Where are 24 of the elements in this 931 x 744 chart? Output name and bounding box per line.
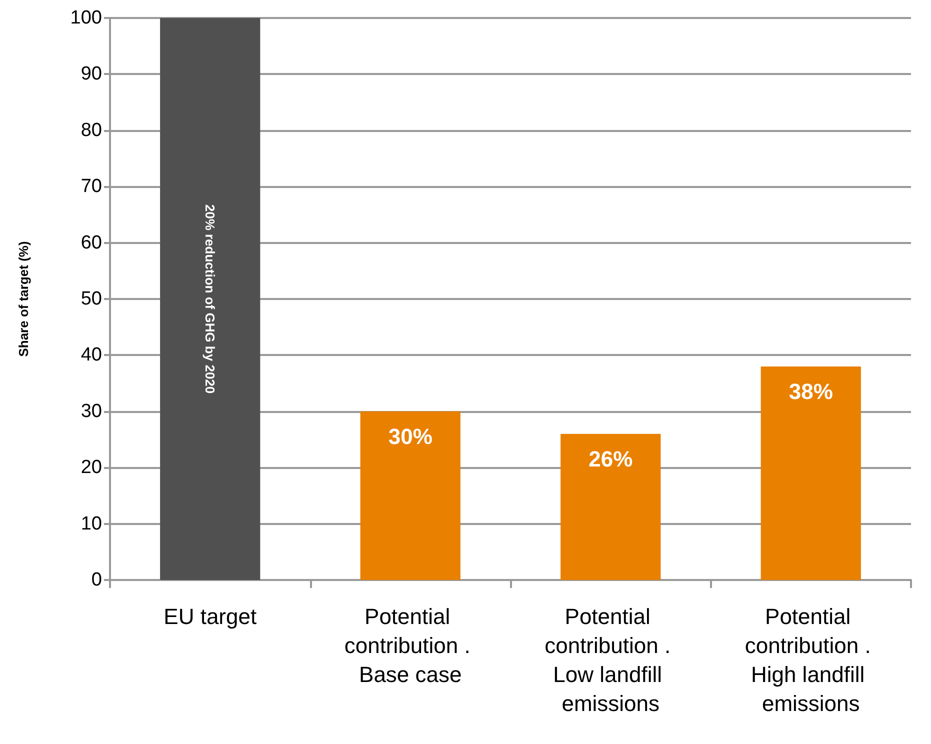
y-tick-label: 100 xyxy=(70,8,102,28)
y-tick-label: 30 xyxy=(80,400,102,422)
y-tick-label: 40 xyxy=(80,344,102,366)
y-axis-title: Share of target (%) xyxy=(16,241,31,357)
y-tick-label: 10 xyxy=(80,513,102,534)
data-label: 26% xyxy=(588,446,633,472)
bar xyxy=(160,18,260,580)
annotation: 20% reduction of GHG by 2020 xyxy=(202,204,218,394)
data-label: 30% xyxy=(388,424,432,449)
bar xyxy=(560,434,661,580)
y-tick-label: 0 xyxy=(91,570,102,590)
y-tick-label: 70 xyxy=(80,176,102,198)
y-tick-label: 20 xyxy=(80,457,102,478)
x-tick-label: Potential contribution . Low landfill emissions xyxy=(544,604,677,716)
y-tick-label: 50 xyxy=(80,288,102,310)
y-tick-label: 60 xyxy=(80,232,102,254)
x-tick-label: Potential contribution . Base case xyxy=(344,604,476,687)
y-tick-label: 80 xyxy=(80,120,102,141)
data-label: 38% xyxy=(788,378,833,404)
x-tick-label: Potential contribution . High landfill emissions xyxy=(744,604,877,716)
y-tick-label: 90 xyxy=(80,64,102,85)
bar xyxy=(760,366,861,580)
x-tick-label: EU target xyxy=(164,604,257,629)
bar xyxy=(360,411,460,580)
